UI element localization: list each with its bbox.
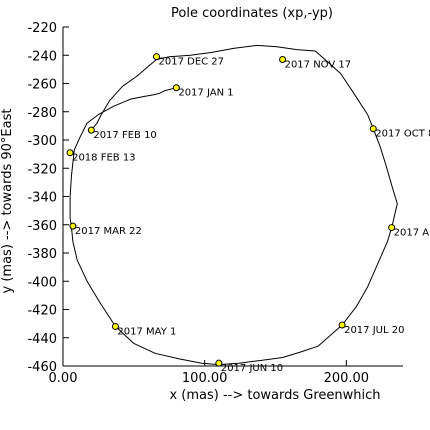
y-tick-label: -440 (27, 332, 57, 347)
annotation-layer: 2017 JAN 1 2017 FEB 10 2017 MAR 22 2017 MAY… (66, 53, 430, 374)
date-marker (153, 53, 160, 61)
date-marker (172, 84, 180, 92)
y-tick-label: -400 (27, 275, 57, 290)
date-marker (338, 321, 346, 329)
date-label: 2017 FEB 10 (93, 130, 156, 141)
date-label: 2017 JAN 1 (178, 88, 233, 99)
y-tick-label: -280 (27, 106, 57, 121)
y-tick-label: -380 (27, 247, 57, 262)
x-axis-title: x (mas) --> towards Greenwhich (169, 388, 380, 403)
date-label: 2017 MAY 1 (117, 326, 176, 337)
y-tick-label: -300 (27, 134, 57, 149)
y-tick-label: -240 (27, 49, 57, 64)
y-axis-title: y (mas) --> towards 90°East (0, 109, 15, 294)
date-label: 2017 JUL 20 (344, 325, 404, 336)
y-tick-label: -460 (27, 360, 57, 375)
y-tick-label: -360 (27, 219, 57, 234)
date-label: 2018 FEB 13 (72, 153, 135, 164)
date-marker (87, 126, 95, 134)
date-marker (279, 55, 287, 63)
y-tick-label: -320 (27, 162, 57, 177)
date-label: 2017 JUN 10 (221, 363, 283, 374)
y-tick-label: -260 (27, 78, 57, 93)
chart-title: Pole coordinates (xp,-yp) (171, 6, 333, 21)
date-label: 2017 NOV 17 (285, 59, 352, 70)
y-tick-label: -340 (27, 191, 57, 206)
date-label: 2017 OCT 8 (375, 129, 430, 140)
date-marker (388, 224, 396, 232)
date-label: 2017 AUG (394, 228, 430, 239)
pole-path-line (69, 44, 398, 366)
x-tick-label: 100.00 (182, 371, 228, 386)
y-tick-label: -220 (27, 21, 57, 36)
x-tick-label: 200.00 (324, 371, 370, 386)
y-axis-ticks: -460 -440 -420 -400 -380 -360 -340 -320 -300 -280… (27, 21, 69, 375)
date-marker (111, 322, 119, 330)
y-tick-label: -420 (27, 304, 57, 319)
date-label: 2017 DEC 27 (159, 57, 225, 68)
date-marker (69, 222, 77, 230)
date-marker (66, 149, 74, 157)
x-tick-label: 0.00 (49, 371, 78, 386)
date-label: 2017 MAR 22 (75, 226, 142, 237)
series-layer (69, 44, 398, 366)
date-marker (369, 125, 377, 133)
